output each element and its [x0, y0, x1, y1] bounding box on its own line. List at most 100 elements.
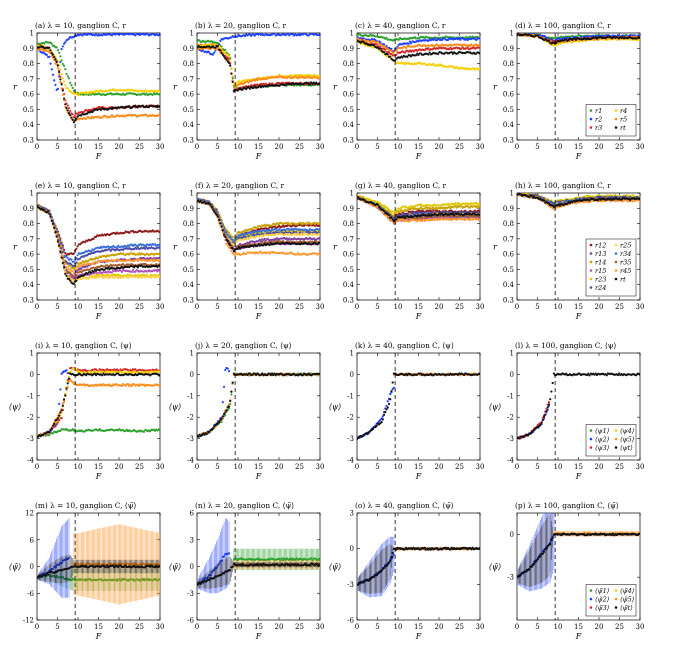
data-point: [158, 247, 160, 250]
data-point: [82, 110, 85, 114]
data-point: [407, 42, 410, 45]
y-tick-label: 0.4: [183, 281, 195, 289]
x-tick-label: 30: [476, 143, 485, 151]
data-point: [315, 239, 318, 243]
data-point: [104, 255, 107, 258]
data-point: [97, 272, 100, 275]
data-point: [60, 243, 63, 246]
y-tick-label: 0.6: [23, 91, 35, 99]
x-axis-label: F: [95, 312, 102, 321]
y-axis-label: r: [13, 83, 18, 92]
data-point: [219, 222, 222, 225]
data-point: [72, 272, 75, 275]
data-point: [375, 43, 378, 46]
data-point: [231, 235, 234, 239]
data-point: [225, 242, 228, 246]
series-rt: [37, 45, 160, 124]
data-point: [75, 273, 78, 276]
data-point: [51, 222, 55, 225]
data-point: [109, 115, 112, 118]
data-point: [53, 44, 56, 47]
data-point: [236, 247, 239, 250]
legend-label: r4: [620, 107, 627, 115]
data-area: [357, 33, 480, 71]
data-point: [471, 35, 474, 38]
data-point: [318, 82, 320, 85]
data-point: [59, 239, 62, 242]
data-point: [62, 266, 66, 269]
data-point: [53, 79, 56, 82]
data-point: [72, 282, 75, 286]
data-point: [241, 88, 244, 91]
data-point: [60, 59, 63, 62]
data-point: [71, 270, 74, 273]
data-point: [99, 108, 103, 112]
data-point: [427, 53, 430, 56]
data-point: [50, 68, 53, 71]
data-point: [103, 268, 106, 271]
data-point: [227, 55, 231, 58]
x-axis-label: F: [415, 152, 422, 161]
data-point: [67, 77, 71, 80]
data-point: [66, 256, 69, 260]
data-point: [256, 244, 259, 247]
x-tick-label: 10: [234, 143, 243, 151]
data-point: [435, 43, 439, 46]
data-point: [112, 88, 115, 91]
data-point: [231, 238, 234, 241]
series-r1: [37, 40, 160, 97]
data-point: [286, 221, 290, 224]
y-tick-label: 1: [510, 30, 514, 38]
data-point: [51, 53, 55, 56]
data-point: [66, 75, 69, 78]
data-point: [256, 226, 259, 229]
data-point: [226, 60, 229, 63]
y-tick-label: 0.5: [23, 106, 34, 114]
data-point: [144, 89, 147, 92]
data-point: [210, 205, 213, 209]
panel-title: (c) λ = 40, ganglion C, r: [355, 21, 446, 30]
data-point: [72, 121, 75, 124]
data-point: [53, 55, 56, 59]
data-point: [134, 34, 137, 37]
y-tick-label: 0.9: [503, 45, 514, 53]
x-tick-label: 20: [275, 143, 284, 151]
data-point: [54, 231, 57, 234]
data-point: [219, 46, 222, 49]
y-tick-label: 1: [30, 190, 34, 198]
panel-a: (a) λ = 10, ganglion C, r0 5 10 15 20 25 30F0.…: [13, 21, 164, 161]
data-point: [227, 231, 231, 234]
data-point: [448, 48, 451, 51]
panel-title: (f) λ = 20, ganglion C, r: [195, 181, 285, 190]
data-point: [266, 77, 269, 80]
y-tick-label: 0.3: [503, 137, 514, 145]
data-point: [427, 47, 430, 50]
data-point: [56, 67, 60, 70]
data-point: [64, 84, 67, 87]
data-point: [251, 228, 254, 231]
data-point: [61, 246, 64, 249]
data-point: [313, 223, 317, 226]
data-point: [390, 47, 393, 51]
data-point: [231, 76, 234, 80]
data-point: [92, 249, 95, 252]
x-tick-label: 15: [254, 303, 263, 311]
data-point: [299, 221, 302, 224]
data-point: [318, 77, 320, 80]
panel-b: (b) λ = 20, ganglion C, r0 5 10 15 20 25 30F0.…: [173, 21, 324, 161]
data-point: [71, 278, 74, 282]
data-point: [65, 106, 68, 110]
data-point: [232, 243, 235, 247]
data-point: [224, 235, 227, 238]
data-point: [318, 227, 320, 230]
y-tick-label: 0.6: [343, 91, 355, 99]
data-point: [80, 114, 83, 117]
data-point: [263, 237, 266, 241]
y-axis-label: r: [333, 83, 338, 92]
data-point: [423, 62, 426, 65]
y-axis-label: r: [173, 243, 178, 252]
y-tick-label: 0.6: [23, 251, 35, 259]
data-point: [216, 45, 220, 48]
data-point: [54, 83, 57, 86]
data-point: [67, 107, 71, 110]
